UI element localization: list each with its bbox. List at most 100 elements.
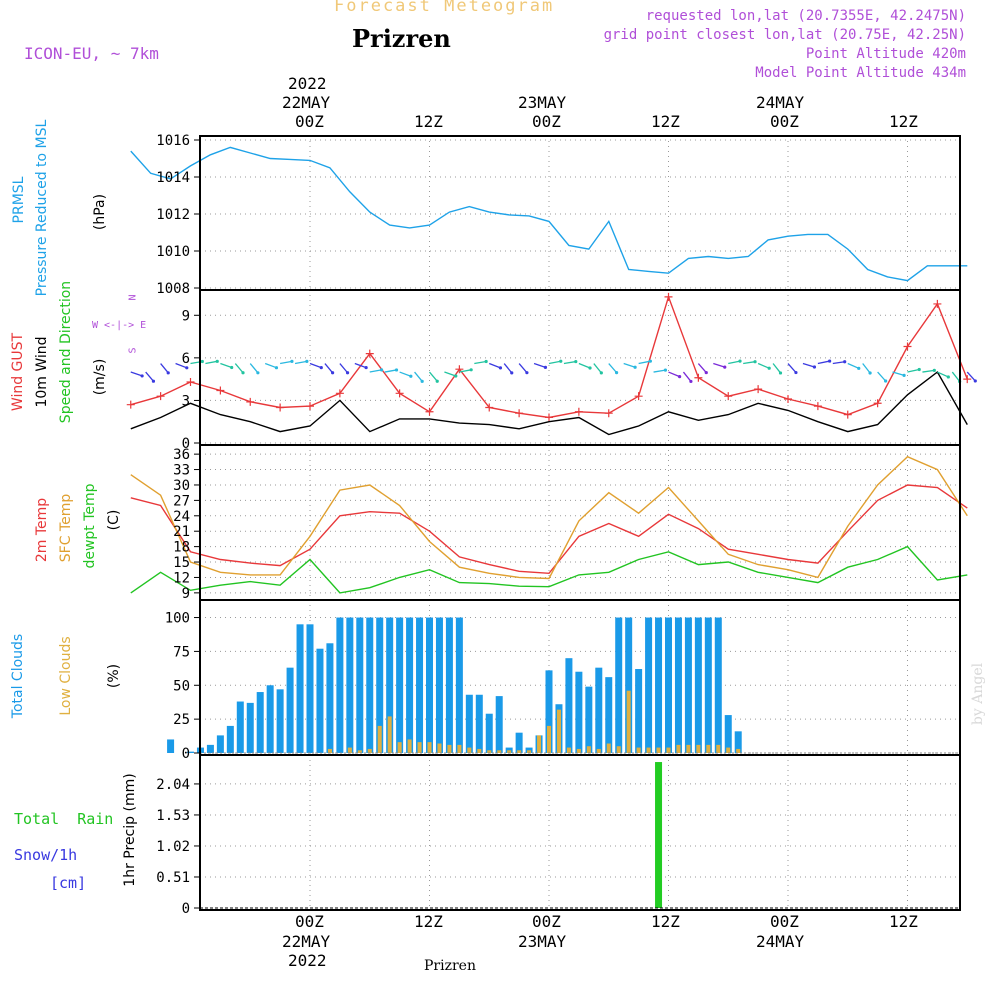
y-tick-label: 15 (173, 555, 190, 571)
wind-arrow-head (677, 375, 682, 379)
top-tick-3: 00Z (532, 112, 561, 131)
bar-total-cloud (406, 617, 414, 753)
gust-marker (694, 373, 703, 382)
bar-total-cloud (655, 617, 663, 753)
bar-low-cloud (736, 748, 741, 753)
bar-low-cloud (576, 748, 581, 753)
bar-total-cloud (595, 667, 603, 753)
bar-low-cloud (417, 742, 422, 753)
wind-direction-arrow (160, 363, 169, 374)
wind-direction-arrow (608, 363, 618, 374)
wind-direction-arrow (847, 362, 860, 369)
wind-arrow-head (185, 366, 189, 370)
wind-direction-arrow (772, 363, 782, 374)
gust-marker (216, 386, 225, 395)
wind-arrow-head (857, 366, 861, 370)
gust-marker (813, 402, 822, 411)
y-tick-label: 50 (173, 678, 190, 694)
wind-arrow-head (648, 359, 652, 363)
bar-total-cloud (206, 744, 214, 753)
bar-total-cloud (416, 617, 424, 753)
wind-arrow-head (767, 366, 771, 370)
wind-direction-arrow (444, 371, 456, 377)
wind-arrow-head (574, 359, 578, 364)
wind-arrow-head (633, 365, 637, 369)
y-tick-label: 1010 (156, 244, 190, 260)
bar-low-cloud (716, 744, 721, 753)
gust-marker (574, 407, 583, 416)
y-tick-label: 24 (173, 509, 190, 525)
bar-low-cloud (547, 725, 551, 753)
wind-arrow-head (290, 359, 294, 364)
y-tick-label: 1012 (156, 207, 190, 223)
y-tick-label: 1.53 (156, 808, 190, 824)
bar-total-cloud (734, 731, 742, 753)
bar-low-cloud (606, 743, 611, 753)
wind-direction-arrow (280, 360, 293, 365)
wind-arrow-head (256, 371, 260, 375)
bottom-date-3: 24MAY (756, 932, 805, 951)
wind-arrow-head (902, 373, 906, 377)
bar-low-cloud (676, 744, 681, 753)
bar-total-cloud (455, 617, 463, 753)
wind-arrow-head (843, 360, 847, 364)
footer-location: Prizren (424, 958, 476, 974)
bar-total-cloud (266, 685, 274, 753)
bar-low-cloud (596, 748, 601, 753)
wind-arrow-head (778, 371, 783, 375)
location-title: Prizren (352, 24, 451, 53)
gust-marker (843, 410, 852, 419)
wind-direction-arrow (668, 371, 680, 378)
bottom-tick-4: 12Z (651, 912, 680, 931)
bar-low-cloud (586, 746, 591, 753)
wind-direction-arrow (489, 362, 501, 369)
gust-marker (485, 403, 494, 412)
wind-arrow-head (345, 371, 350, 375)
bar-total-cloud (336, 617, 344, 753)
gust-marker (754, 385, 763, 394)
bar-total-cloud (396, 617, 404, 753)
wind-arrow-head (215, 359, 219, 363)
wind-direction-arrow (249, 363, 259, 374)
bar-low-cloud (427, 742, 432, 753)
bar-total-cloud (694, 617, 702, 753)
series-dewpt-temp (130, 545, 968, 594)
bar-total-cloud (326, 643, 334, 753)
bar-total-cloud (625, 617, 633, 753)
y-tick-label: 0.51 (156, 870, 190, 886)
y-tick-label: 2.04 (156, 777, 190, 793)
wind-direction-arrow (474, 360, 487, 365)
gust-marker (873, 399, 882, 408)
y-tick-label: 12 (173, 570, 190, 586)
bottom-date-1: 22MAY (282, 932, 331, 951)
wind-direction-arrow (966, 371, 976, 382)
wind-arrow-head (510, 371, 514, 375)
bar-precip (655, 762, 663, 908)
wind-direction-arrow (459, 369, 472, 373)
wind-arrow-head (420, 379, 424, 383)
wind-arrow-head (614, 371, 619, 375)
series-10m-wind (130, 370, 968, 436)
y-tick-label: 33 (173, 463, 190, 479)
panel-frame (199, 444, 961, 601)
wind-direction-arrow (862, 363, 871, 374)
y-tick-label: 30 (173, 478, 190, 494)
bar-total-cloud (605, 677, 613, 753)
bar-total-cloud (236, 701, 244, 753)
wind-direction-arrow (205, 360, 218, 365)
label-total-rain: Total Rain (14, 810, 114, 828)
bar-total-cloud (426, 617, 433, 753)
wind-arrow-head (559, 359, 563, 363)
wind-arrow-head (868, 371, 872, 375)
wind-direction-arrow (713, 362, 725, 368)
wind-arrow-head (319, 366, 323, 370)
bar-total-cloud (296, 624, 304, 753)
wind-direction-arrow (578, 362, 591, 369)
bar-low-cloud (407, 739, 412, 753)
wind-arrow-head (973, 379, 977, 383)
wind-arrow-head (689, 379, 693, 384)
gust-marker (664, 292, 673, 301)
y-tick-label: 25 (173, 712, 190, 728)
bar-total-cloud (495, 696, 503, 753)
y-tick-label: 75 (173, 644, 190, 660)
